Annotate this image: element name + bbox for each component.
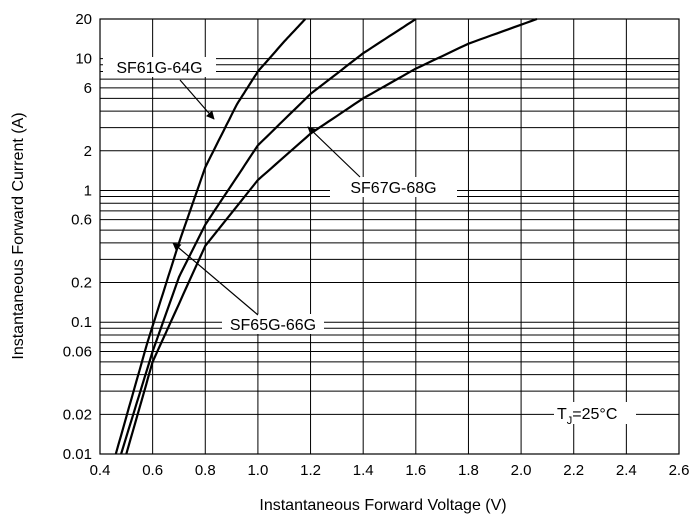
x-tick-label: 0.6 [142,462,163,479]
condition-box [554,402,636,424]
series-line-2 [120,18,417,455]
y-tick-label: 0.1 [71,314,92,331]
annotation-box [330,177,457,197]
x-tick-label: 2.4 [616,462,637,479]
y-tick-label: 0.6 [71,212,92,229]
curves [114,17,538,455]
x-tick-label: 1.0 [247,462,268,479]
x-tick-label: 1.2 [300,462,321,479]
y-tick-label: 0.2 [71,275,92,292]
condition-prefix: T [557,406,567,423]
x-tick-label: 0.4 [90,462,111,479]
x-tick-label: 1.4 [353,462,374,479]
y-tick-label: 10 [75,51,92,68]
annotation-label: SF65G-66G [230,317,316,334]
annotation-box [103,57,216,77]
annotation-arrow [307,126,361,178]
annotation-label: SF61G-64G [116,60,202,77]
annotation-box [222,314,324,334]
x-tick-label: 2.2 [563,462,584,479]
condition-subscript: J [567,415,573,427]
y-tick-label: 6 [84,80,92,97]
y-tick-label: 1 [84,182,92,199]
y-tick-label: 20 [75,11,92,28]
annotation-arrow [172,242,259,316]
x-tick-label: 1.6 [405,462,426,479]
tick-labels: 0.4 0.6 0.8 1.0 1.2 1.4 1.6 1.8 2.0 2.2 2.4 2.6 0.01… [63,11,690,479]
x-tick-label: 2.0 [511,462,532,479]
x-axis-label: Instantaneous Forward Voltage (V) [259,497,506,514]
temperature-condition-label: TJ=25°C [557,406,617,427]
y-tick-label: 2 [84,143,92,160]
annotation-arrow [179,79,215,120]
x-tick-label: 2.6 [669,462,690,479]
y-tick-label: 0.02 [63,406,92,423]
x-tick-label: 1.8 [458,462,479,479]
x-tick-label: 0.8 [195,462,216,479]
condition-suffix: =25°C [572,406,617,423]
series-line-3 [125,17,538,455]
y-tick-label: 0.06 [63,343,92,360]
annotation-label: SF67G-68G [350,180,436,197]
plot-frame [99,18,680,455]
y-axis-label: Instantaneous Forward Current (A) [10,112,27,359]
series-line-1 [114,18,307,455]
y-tick-label: 0.01 [63,446,92,463]
annotations: SF61G-64G SF67G-68G SF65G-66G TJ=25°C [103,57,636,427]
